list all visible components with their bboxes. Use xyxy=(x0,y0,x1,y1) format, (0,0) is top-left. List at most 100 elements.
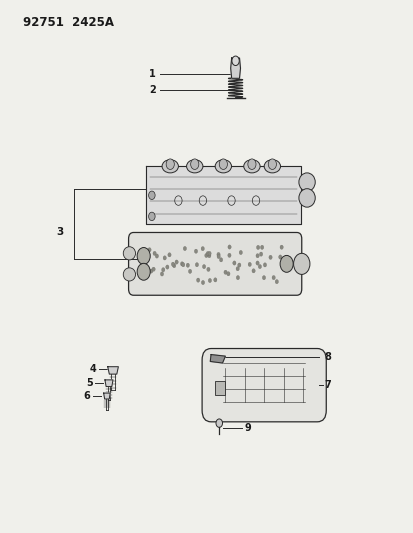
Circle shape xyxy=(280,255,292,272)
Polygon shape xyxy=(103,393,110,399)
Polygon shape xyxy=(107,367,118,374)
Circle shape xyxy=(219,258,222,262)
Circle shape xyxy=(213,278,216,282)
Circle shape xyxy=(223,270,227,274)
Circle shape xyxy=(275,279,278,284)
Circle shape xyxy=(231,56,239,66)
Circle shape xyxy=(260,245,263,249)
Polygon shape xyxy=(104,380,113,386)
Text: 5: 5 xyxy=(85,377,93,387)
Circle shape xyxy=(268,255,271,260)
Text: 7: 7 xyxy=(324,380,330,390)
Circle shape xyxy=(152,251,156,255)
Text: 6: 6 xyxy=(84,391,90,401)
FancyBboxPatch shape xyxy=(215,382,225,394)
Text: 2: 2 xyxy=(149,85,156,95)
Circle shape xyxy=(201,247,204,251)
Ellipse shape xyxy=(263,160,280,173)
Circle shape xyxy=(279,245,282,249)
Polygon shape xyxy=(210,354,225,363)
Circle shape xyxy=(255,261,259,265)
Circle shape xyxy=(202,264,205,269)
Text: 1: 1 xyxy=(149,69,156,79)
Circle shape xyxy=(172,263,176,268)
Text: 9: 9 xyxy=(244,423,251,433)
Circle shape xyxy=(152,267,155,271)
Circle shape xyxy=(148,212,155,221)
Circle shape xyxy=(259,252,262,256)
Circle shape xyxy=(255,254,259,258)
Circle shape xyxy=(228,245,230,249)
Circle shape xyxy=(160,272,163,276)
Circle shape xyxy=(281,260,285,264)
Circle shape xyxy=(232,261,235,265)
Circle shape xyxy=(148,191,155,199)
Circle shape xyxy=(207,252,211,255)
Circle shape xyxy=(216,253,220,256)
Circle shape xyxy=(256,245,259,249)
Ellipse shape xyxy=(298,189,314,207)
Circle shape xyxy=(166,159,174,169)
Circle shape xyxy=(278,255,281,259)
Circle shape xyxy=(235,266,239,271)
Circle shape xyxy=(206,267,209,271)
Circle shape xyxy=(208,278,211,282)
Circle shape xyxy=(161,268,164,272)
Circle shape xyxy=(171,262,174,266)
Circle shape xyxy=(227,253,230,257)
Circle shape xyxy=(167,253,171,257)
Circle shape xyxy=(207,254,211,258)
Ellipse shape xyxy=(298,173,314,191)
Circle shape xyxy=(268,159,276,169)
Circle shape xyxy=(252,269,254,273)
Ellipse shape xyxy=(293,253,309,274)
Text: 3: 3 xyxy=(57,227,64,237)
Circle shape xyxy=(216,254,220,259)
Circle shape xyxy=(226,272,230,276)
Ellipse shape xyxy=(123,268,135,281)
Circle shape xyxy=(190,159,198,169)
Circle shape xyxy=(181,263,185,267)
Circle shape xyxy=(175,260,178,264)
Ellipse shape xyxy=(123,247,135,260)
Polygon shape xyxy=(230,58,240,78)
Ellipse shape xyxy=(216,419,222,427)
Ellipse shape xyxy=(186,160,202,173)
Circle shape xyxy=(206,252,209,256)
Circle shape xyxy=(219,159,227,169)
Text: 92751  2425A: 92751 2425A xyxy=(23,16,114,29)
Circle shape xyxy=(195,263,198,267)
Circle shape xyxy=(137,263,150,280)
Circle shape xyxy=(155,254,158,258)
Circle shape xyxy=(271,276,275,280)
Circle shape xyxy=(247,159,255,169)
Circle shape xyxy=(258,264,261,269)
Ellipse shape xyxy=(161,160,178,173)
Circle shape xyxy=(147,248,151,252)
Circle shape xyxy=(137,247,150,264)
Circle shape xyxy=(149,269,152,273)
Circle shape xyxy=(188,269,191,273)
Circle shape xyxy=(236,276,239,280)
Circle shape xyxy=(237,263,240,267)
Ellipse shape xyxy=(243,160,259,173)
Text: 8: 8 xyxy=(324,352,331,362)
Circle shape xyxy=(204,253,207,257)
Text: 4: 4 xyxy=(90,365,97,374)
Circle shape xyxy=(163,256,166,260)
Circle shape xyxy=(196,278,199,282)
Circle shape xyxy=(247,262,251,266)
FancyBboxPatch shape xyxy=(128,232,301,295)
Circle shape xyxy=(263,263,266,267)
Polygon shape xyxy=(145,166,300,224)
Circle shape xyxy=(186,263,189,268)
Circle shape xyxy=(143,265,146,269)
Circle shape xyxy=(183,246,186,251)
Circle shape xyxy=(165,265,169,269)
Circle shape xyxy=(194,249,197,253)
Circle shape xyxy=(262,276,265,280)
FancyBboxPatch shape xyxy=(202,349,325,422)
Circle shape xyxy=(180,262,183,266)
Circle shape xyxy=(239,251,242,255)
Ellipse shape xyxy=(215,160,231,173)
